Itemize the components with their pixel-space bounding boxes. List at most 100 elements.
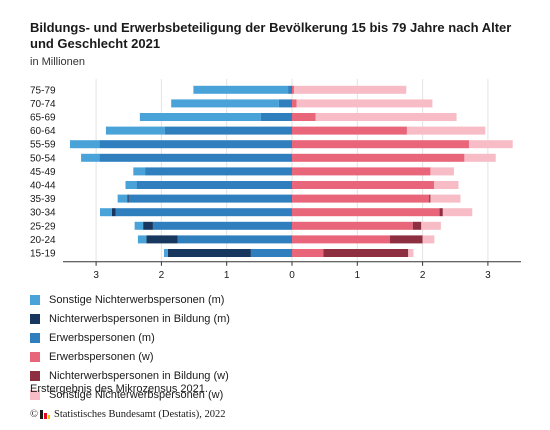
category-label: 70-74 (30, 99, 56, 110)
bar-segment (137, 235, 147, 244)
bar-segment (117, 194, 128, 203)
bar-segment (260, 113, 292, 121)
x-tick-label: 2 (420, 270, 426, 281)
x-tick-label: 3 (93, 270, 99, 281)
category-label: 60-64 (30, 126, 56, 137)
bar-segment (105, 126, 165, 135)
bar-segment (293, 85, 407, 94)
bar-segment (167, 249, 251, 257)
x-tick-label: 0 (289, 270, 295, 281)
bar-segment (292, 235, 390, 244)
bar-segment (99, 140, 293, 149)
legend-swatch (30, 313, 40, 324)
chart-subtitle: in Millionen (30, 56, 86, 68)
bar-segment (408, 249, 414, 257)
source-text: Statistisches Bundesamt (Destatis), 2022 (53, 409, 226, 420)
bar-segment (292, 140, 469, 149)
bar-segment (146, 235, 178, 244)
bar-segment (296, 99, 433, 108)
bar-segment (430, 194, 461, 203)
legend-label: Sonstige Nichterwerbspersonen (m) (49, 293, 225, 306)
bar-segment (288, 85, 292, 94)
bar-segment (292, 181, 434, 189)
bar-segment (389, 235, 423, 244)
legend-swatch (30, 294, 40, 305)
legend-label: Erwerbspersonen (m) (49, 331, 155, 344)
category-label: 20-24 (30, 235, 56, 246)
bar-segment (292, 194, 430, 203)
bar-segment (433, 181, 459, 189)
bar-segment (429, 194, 431, 203)
bar-segment (250, 249, 292, 257)
bar-segment (145, 167, 292, 176)
population-pyramid-chart: 75-79 70-74 65-69 60-64 55-59 50-54 45-49 40-44… (30, 79, 521, 281)
chart-title: Bildungs- und Erwerbsbeteiligung der Bev… (30, 20, 512, 51)
legend-item: Sonstige Nichterwerbspersonen (w) (30, 385, 230, 404)
bar-segment (99, 153, 293, 162)
bar-segment (292, 167, 431, 176)
bar-segment (143, 221, 153, 230)
bar-segment (323, 249, 409, 257)
bar-segment (292, 126, 407, 135)
bar-segment (177, 235, 292, 244)
category-label: 30-34 (30, 208, 56, 219)
legend-item: Nichterwerbspersonen in Bildung (m) (30, 309, 230, 328)
bar-segment (134, 221, 144, 230)
copyright-symbol: © (30, 409, 38, 420)
source-line: © Statistisches Bundesamt (Destatis), 20… (30, 409, 225, 420)
x-tick-label: 2 (159, 270, 165, 281)
legend-item: Erwerbspersonen (m) (30, 328, 230, 347)
bar-segment (412, 221, 422, 230)
x-tick-label: 1 (224, 270, 230, 281)
bar-segment (125, 181, 137, 189)
bar-segment (133, 167, 146, 176)
bar-segment (139, 113, 261, 121)
bar-segment (69, 140, 100, 149)
bar-segment (422, 235, 435, 244)
bar-segment (292, 208, 440, 217)
legend-label: Erwerbspersonen (w) (49, 350, 154, 363)
bar-segment (292, 113, 316, 121)
bar-segment (171, 99, 279, 108)
bar-segment (292, 221, 413, 230)
category-label: 50-54 (30, 153, 56, 164)
category-label: 25-29 (30, 221, 56, 232)
bar-segment (115, 208, 292, 217)
x-tick-label: 3 (485, 270, 491, 281)
legend-swatch (30, 370, 40, 381)
category-label: 40-44 (30, 181, 56, 192)
bar-segment (152, 221, 292, 230)
bar-segment (464, 153, 496, 162)
bar-segment (111, 208, 116, 217)
bar-segment (421, 221, 441, 230)
bar-segment (292, 99, 297, 108)
legend-item: Nichterwerbspersonen in Bildung (w) (30, 366, 230, 385)
bar-segment (127, 194, 129, 203)
bar-segment (100, 208, 112, 217)
chart-legend: Sonstige Nichterwerbspersonen (m) Nichter… (30, 290, 230, 404)
bar-segment (433, 181, 434, 189)
bar-segment (315, 113, 457, 121)
bar-segment (193, 85, 289, 94)
bar-segment (439, 208, 443, 217)
x-tick-label: 1 (355, 270, 361, 281)
bar-segment (406, 126, 486, 135)
bar-segment (292, 85, 294, 94)
bar-segment (292, 249, 324, 257)
legend-swatch (30, 332, 40, 343)
bar-segment (292, 153, 465, 162)
bar-segment (81, 153, 100, 162)
legend-swatch (30, 389, 40, 400)
bar-segment (164, 126, 292, 135)
legend-swatch (30, 351, 40, 362)
legend-label: Nichterwerbspersonen in Bildung (w) (49, 369, 229, 382)
bar-segment (278, 99, 292, 108)
category-label: 35-39 (30, 194, 56, 205)
legend-label: Nichterwerbspersonen in Bildung (m) (49, 312, 230, 325)
legend-item: Sonstige Nichterwerbspersonen (m) (30, 290, 230, 309)
footnote: Erstergebnis des Mikrozensus 2021. (30, 383, 208, 395)
category-label: 45-49 (30, 167, 56, 178)
bar-segment (128, 194, 292, 203)
destatis-logo-icon (39, 410, 50, 419)
bar-segment (468, 140, 513, 149)
